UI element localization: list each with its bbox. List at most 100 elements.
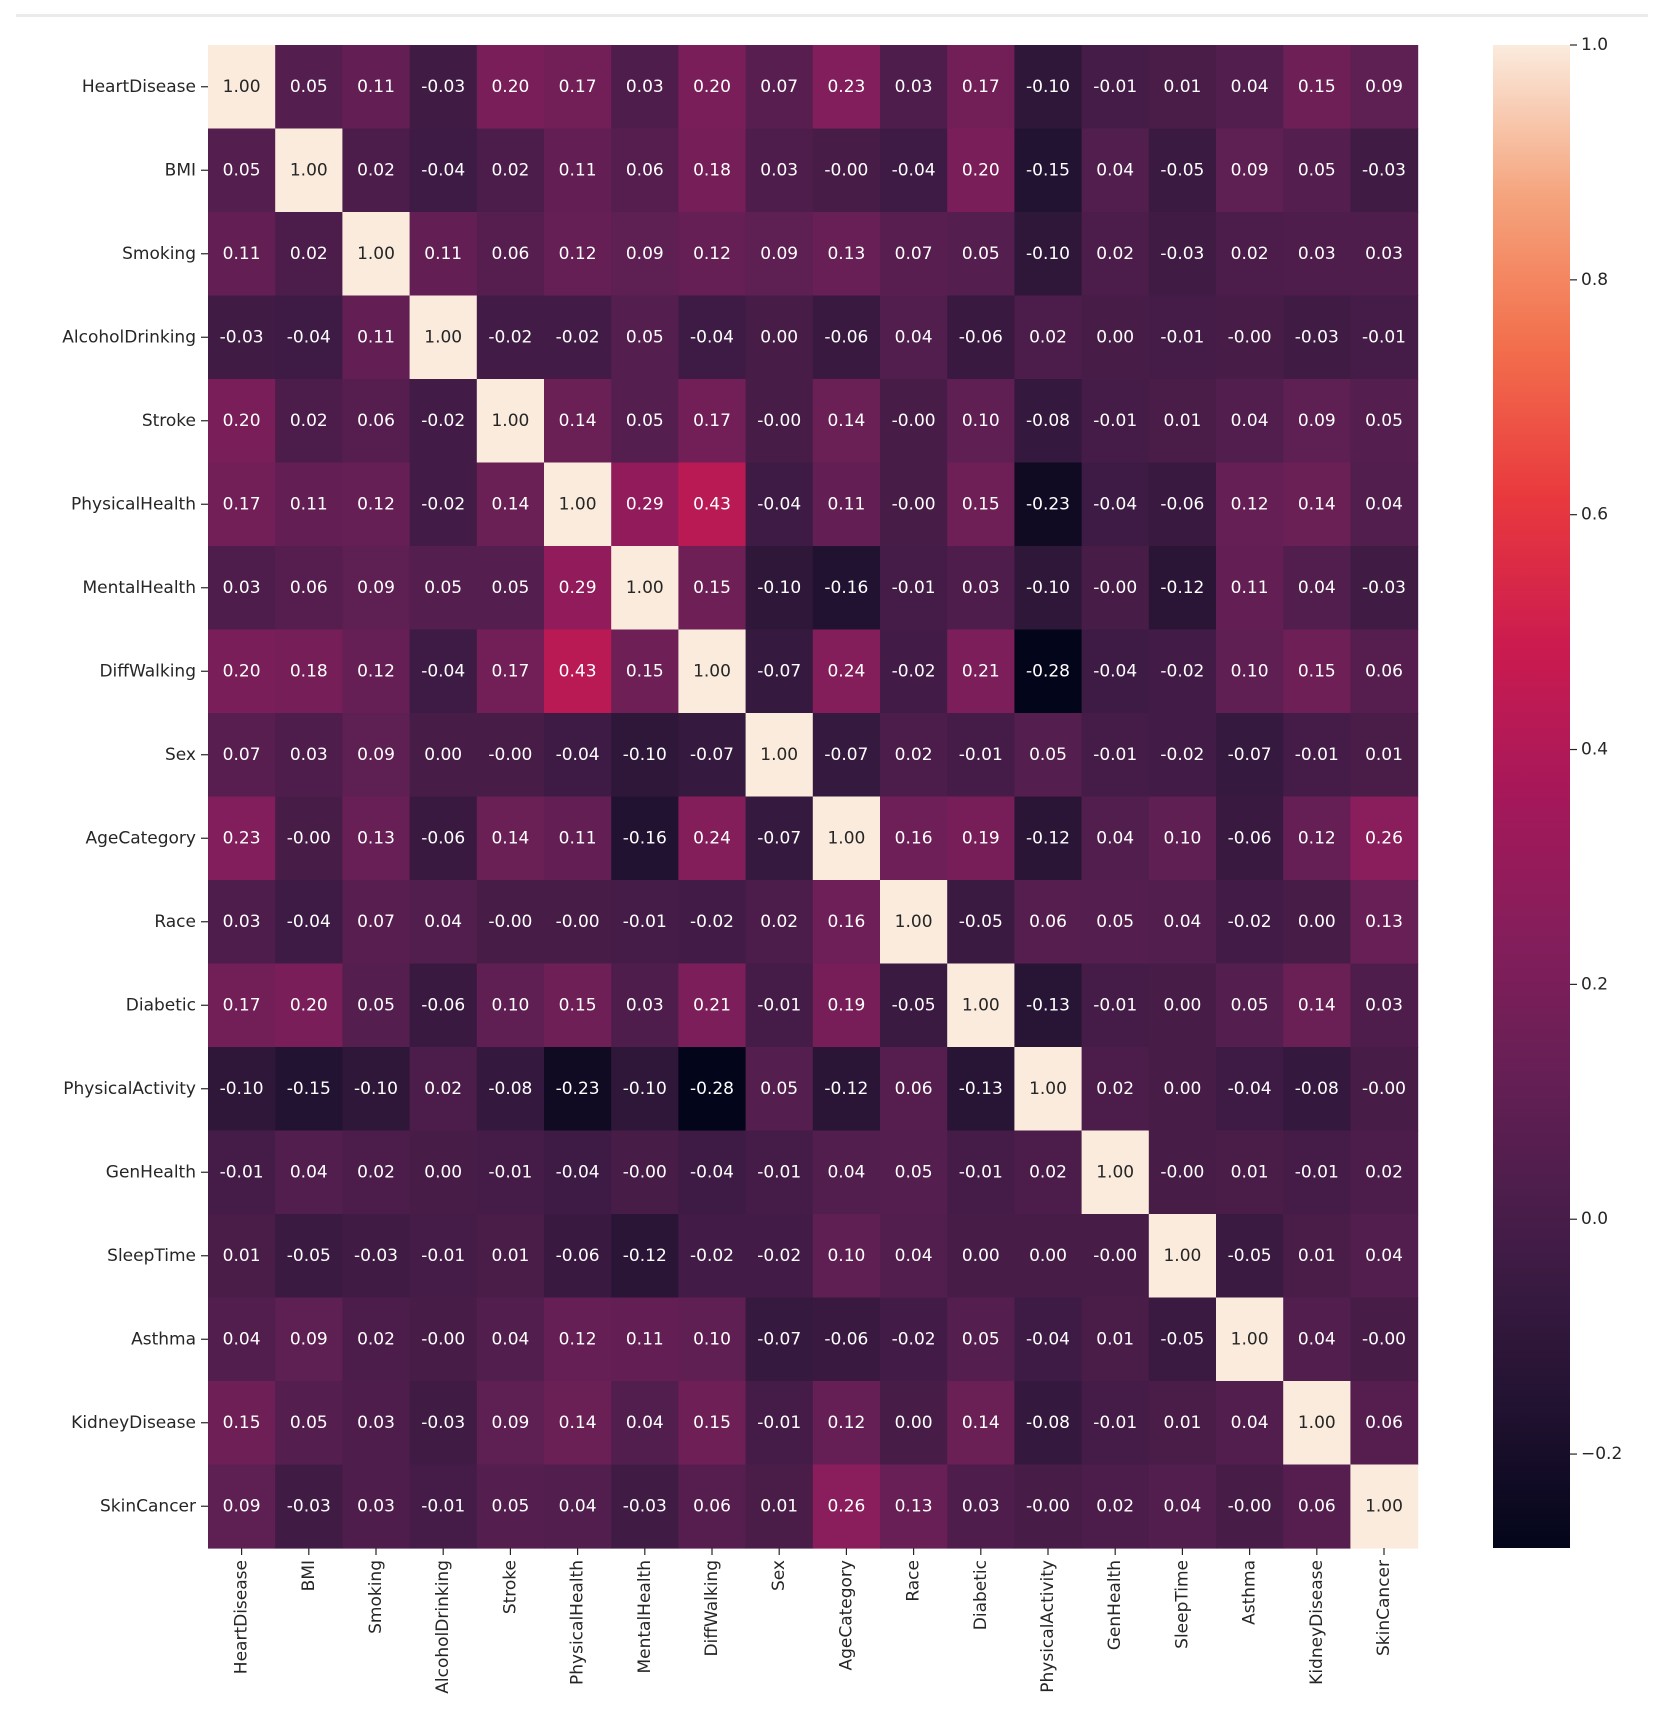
heatmap-cell	[1081, 379, 1150, 464]
cell-value-label: 0.10	[962, 411, 1000, 431]
cell-value-label: 0.07	[760, 77, 798, 97]
heatmap-cell	[409, 295, 478, 380]
cell-value-label: -0.04	[892, 160, 936, 180]
cell-value-label: -0.02	[690, 912, 734, 932]
x-tick-label: PhysicalActivity	[1038, 1560, 1058, 1693]
heatmap-cell	[476, 128, 545, 213]
heatmap-cell	[275, 212, 343, 297]
cell-value-label: -0.10	[1026, 578, 1070, 598]
heatmap-cell	[544, 796, 612, 881]
heatmap-cell	[812, 1464, 881, 1549]
heatmap-cell	[275, 128, 343, 213]
heatmap-cell	[1014, 212, 1083, 297]
heatmap-cell	[208, 295, 276, 380]
cell-value-label: 0.11	[559, 828, 597, 848]
cell-value-label: -0.06	[421, 828, 465, 848]
heatmap-cell	[208, 1214, 276, 1299]
cell-value-label: 0.03	[1365, 244, 1403, 264]
x-tick-label: Smoking	[366, 1560, 386, 1634]
heatmap-cell	[947, 880, 1015, 965]
cell-value-label: 0.20	[290, 995, 328, 1015]
heatmap-cell	[1216, 1214, 1284, 1299]
cell-value-label: 0.03	[626, 77, 664, 97]
cell-value-label: 0.09	[1365, 77, 1403, 97]
heatmap-cell	[880, 1381, 948, 1466]
heatmap-cell	[745, 713, 814, 798]
heatmap-cell	[1283, 128, 1351, 213]
heatmap-cell	[544, 1047, 612, 1132]
cell-value-label: 0.01	[1163, 411, 1201, 431]
x-tick-label: Sex	[769, 1560, 789, 1591]
cell-value-label: 0.04	[626, 1413, 664, 1433]
cell-value-label: 0.12	[827, 1413, 865, 1433]
heatmap-cell	[275, 1464, 343, 1549]
cell-value-label: -0.01	[757, 1162, 801, 1182]
heatmap-cell	[476, 379, 545, 464]
heatmap-cell	[1014, 379, 1083, 464]
cell-value-label: 0.05	[491, 1496, 529, 1516]
heatmap-cell	[1283, 462, 1351, 547]
heatmap-cell	[275, 1381, 343, 1466]
heatmap-cell	[1148, 963, 1217, 1048]
heatmap-cell	[880, 880, 948, 965]
cell-value-label: 0.15	[626, 661, 664, 681]
heatmap-cell	[476, 629, 545, 714]
y-tick-label: HeartDisease	[82, 77, 196, 97]
cell-value-label: 0.05	[626, 327, 664, 347]
cell-value-label: -0.10	[354, 1079, 398, 1099]
cell-value-label: -0.07	[757, 661, 801, 681]
heatmap-cell	[342, 880, 411, 965]
heatmap-cell	[1350, 546, 1419, 631]
heatmap-cell	[1283, 379, 1351, 464]
cell-value-label: -0.04	[690, 327, 734, 347]
cell-value-label: -0.07	[757, 828, 801, 848]
cell-value-label: 0.11	[827, 494, 865, 514]
y-tick-label: Race	[154, 912, 196, 932]
cell-value-label: -0.15	[1026, 160, 1070, 180]
cell-value-label: -0.03	[354, 1246, 398, 1266]
cell-value-label: 0.03	[962, 578, 1000, 598]
cell-value-label: 0.14	[559, 411, 597, 431]
cell-value-label: 0.00	[424, 1162, 462, 1182]
heatmap-cell	[208, 1047, 276, 1132]
heatmap-cell	[947, 1130, 1015, 1215]
cell-value-label: 0.24	[693, 828, 731, 848]
cell-value-label: -0.03	[1295, 327, 1339, 347]
cell-value-label: 0.06	[357, 411, 395, 431]
cell-value-label: 0.43	[559, 661, 597, 681]
heatmap-cell	[678, 379, 747, 464]
cell-value-label: 1.00	[290, 160, 328, 180]
heatmap-cell	[1350, 462, 1419, 547]
cell-value-label: 0.01	[1163, 77, 1201, 97]
heatmap-cells: 1.00 0.05 0.11 -0.03 0.20 0.17 0.03 0.20 0.07 0.2…	[208, 45, 1419, 1549]
cell-value-label: 0.00	[424, 745, 462, 765]
cell-value-label: -0.12	[1026, 828, 1070, 848]
cell-value-label: 0.12	[1231, 494, 1269, 514]
cell-value-label: -0.04	[1093, 494, 1137, 514]
heatmap-cell	[1283, 796, 1351, 881]
heatmap-cell	[208, 880, 276, 965]
cell-value-label: -0.07	[690, 745, 734, 765]
cell-value-label: 1.00	[559, 494, 597, 514]
heatmap-cell	[678, 1381, 747, 1466]
cell-value-label: 0.09	[223, 1496, 261, 1516]
heatmap-cell	[745, 1381, 814, 1466]
cell-value-label: 0.05	[424, 578, 462, 598]
heatmap-cell	[275, 713, 343, 798]
cell-value-label: -0.01	[1093, 77, 1137, 97]
cell-value-label: 0.06	[693, 1496, 731, 1516]
heatmap-cell	[476, 880, 545, 965]
x-tick-label: SleepTime	[1172, 1560, 1192, 1649]
cell-value-label: 0.04	[223, 1329, 261, 1349]
cell-value-label: -0.04	[757, 494, 801, 514]
cell-value-label: 0.05	[357, 995, 395, 1015]
heatmap-cell	[409, 1214, 478, 1299]
cell-value-label: 0.04	[895, 1246, 933, 1266]
heatmap-cell	[409, 880, 478, 965]
heatmap-cell	[880, 128, 948, 213]
heatmap-cell	[947, 1381, 1015, 1466]
cell-value-label: -0.15	[287, 1079, 331, 1099]
heatmap-cell	[1350, 128, 1419, 213]
cell-value-label: 0.17	[491, 661, 529, 681]
cell-value-label: -0.00	[1362, 1329, 1406, 1349]
